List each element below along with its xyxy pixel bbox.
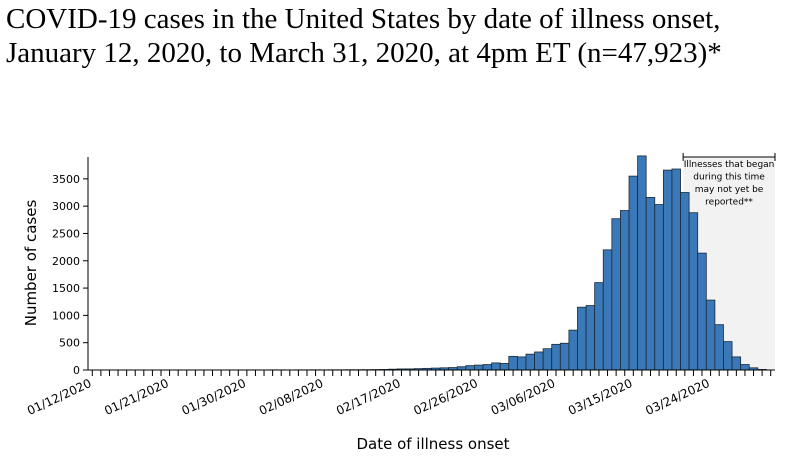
x-tick-label: 03/15/2020 bbox=[566, 376, 635, 418]
bar bbox=[680, 192, 690, 371]
bar bbox=[525, 353, 535, 371]
x-tick-label: 03/24/2020 bbox=[643, 376, 712, 418]
bar bbox=[551, 343, 561, 371]
bar bbox=[482, 364, 493, 371]
bar bbox=[697, 252, 707, 371]
bar bbox=[585, 305, 596, 371]
x-tick-label: 02/26/2020 bbox=[411, 376, 480, 418]
y-axis-label: Number of cases bbox=[22, 200, 40, 327]
bar bbox=[602, 249, 613, 371]
bar bbox=[491, 362, 501, 371]
annotation: Illnesses that began during this time may … bbox=[684, 160, 775, 208]
x-axis-label: Date of illness onset bbox=[356, 435, 509, 453]
bar bbox=[499, 363, 510, 371]
bar bbox=[594, 282, 604, 371]
bar bbox=[534, 351, 544, 371]
x-tick-label: 01/12/2020 bbox=[25, 376, 94, 418]
bar bbox=[740, 364, 750, 371]
x-tick-label: 01/30/2020 bbox=[180, 376, 249, 418]
bar bbox=[559, 342, 570, 371]
chart-title: COVID-19 cases in the United States by d… bbox=[6, 3, 722, 69]
annotation-line: Illnesses that began bbox=[684, 160, 775, 170]
bar bbox=[508, 355, 518, 371]
bar bbox=[628, 175, 639, 371]
bar bbox=[714, 324, 724, 371]
y-tick-label: 0 bbox=[73, 364, 80, 377]
x-tick-label: 02/17/2020 bbox=[334, 376, 403, 418]
bar bbox=[611, 218, 621, 371]
bar bbox=[620, 210, 630, 371]
x-tick-label: 01/21/2020 bbox=[102, 376, 171, 418]
annotation-line: during this time bbox=[693, 173, 765, 183]
x-tick-label: 02/08/2020 bbox=[257, 376, 326, 418]
bar bbox=[731, 356, 742, 371]
y-tick-label: 500 bbox=[59, 337, 80, 350]
bar bbox=[637, 155, 647, 371]
y-tick-label: 2000 bbox=[52, 255, 80, 268]
bar bbox=[568, 329, 578, 371]
y-tick-label: 3500 bbox=[52, 173, 80, 186]
bar bbox=[645, 197, 656, 371]
bar bbox=[516, 356, 527, 371]
bar bbox=[662, 169, 673, 371]
annotation-line: may not yet be bbox=[695, 185, 764, 195]
bar bbox=[688, 212, 699, 371]
y-tick-label: 3000 bbox=[52, 200, 80, 213]
x-tick-label: 03/06/2020 bbox=[489, 376, 558, 418]
y-tick-label: 1500 bbox=[52, 282, 80, 295]
annotation-line: reported** bbox=[705, 198, 753, 208]
bar bbox=[577, 306, 587, 371]
bar bbox=[671, 168, 681, 371]
bar bbox=[723, 341, 733, 371]
bar bbox=[465, 365, 475, 371]
y-tick-label: 2500 bbox=[52, 227, 80, 240]
bar bbox=[654, 204, 664, 371]
y-tick-label: 1000 bbox=[52, 309, 80, 322]
bar bbox=[474, 364, 484, 371]
bar bbox=[542, 348, 553, 371]
bar bbox=[705, 299, 716, 371]
